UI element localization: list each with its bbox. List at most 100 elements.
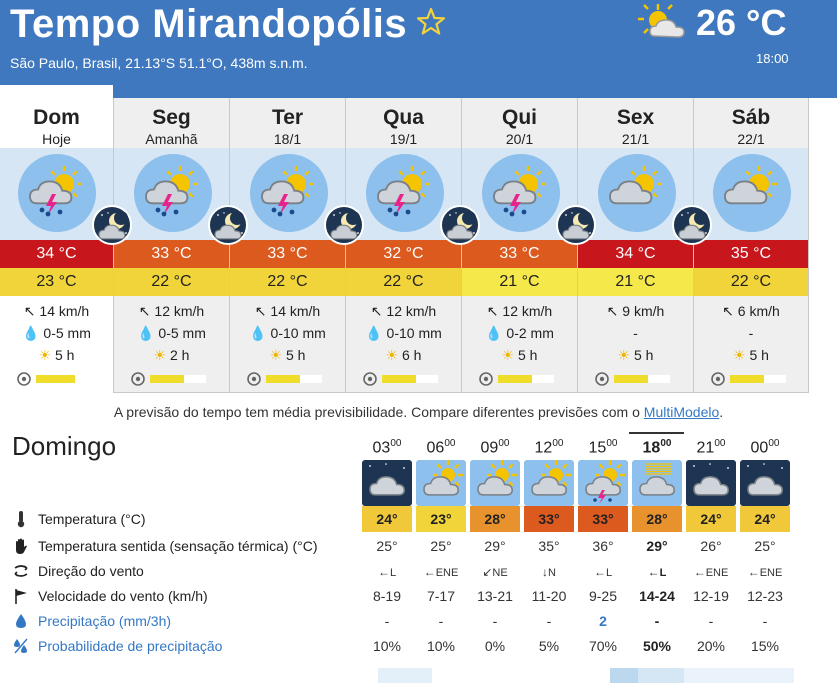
predictability-track [266, 375, 322, 383]
wind-arrow-icon: ↙ [482, 565, 493, 579]
predictability-fill [36, 375, 76, 383]
drop-icon: 💧 [485, 325, 503, 341]
day-rain: - [633, 325, 638, 341]
hour-precipitation: - [546, 613, 552, 629]
day-max-temp: 35 °C [694, 240, 808, 268]
day-sun-hours: ☀ 2 h [153, 347, 190, 363]
hour-precip-probability: 10% [426, 638, 456, 654]
day-name: Sáb [731, 106, 771, 129]
hour-precipitation: - [384, 613, 390, 629]
day-column-3[interactable]: Ter 18/1 33 °C 22 °C ↖ 14 km/h 💧 0-10 mm… [229, 98, 346, 393]
day-max-temp: 34 °C [0, 240, 113, 268]
rain-strip [610, 668, 638, 683]
day-rain: - [748, 325, 754, 341]
wind-arrow-icon: ← [377, 565, 390, 579]
predictability-bar [362, 371, 442, 386]
hour-temperature: 24° [362, 506, 412, 532]
night-moon-icon [556, 205, 596, 245]
hour-feels-like: 35° [538, 538, 560, 554]
day-min-temp: 22 °C [346, 268, 461, 296]
page-title: Tempo Mirandopólis [10, 2, 408, 46]
night-moon-icon [440, 205, 480, 245]
sun-cloud-icon [713, 154, 791, 232]
sun-cloud-icon [470, 460, 520, 506]
night-cloud-icon [740, 460, 790, 506]
day-wind: ↖ 6 km/h [722, 303, 780, 319]
day-sky [578, 148, 693, 240]
hour-wind-speed: 7-17 [426, 588, 456, 604]
day-wind: ↖ 14 km/h [23, 303, 90, 319]
predictability-bar [710, 371, 790, 386]
sun-icon: ☀ [153, 347, 167, 363]
hour-wind-direction: ←L [377, 565, 397, 579]
hour-label: 1200 [534, 438, 564, 457]
predictability-fill [730, 375, 764, 383]
predictability-icon [479, 372, 493, 386]
hand-icon [16, 538, 27, 554]
star-icon[interactable] [416, 7, 446, 37]
row-label-precipitation[interactable]: Precipitação (mm/3h) [38, 613, 172, 629]
wind-arrow-icon: ↖ [486, 303, 499, 319]
day-column-2[interactable]: Seg Amanhã 33 °C 22 °C ↖ 12 km/h 💧 0-5 m… [113, 98, 230, 393]
night-cloud-icon [686, 460, 736, 506]
hour-precip-probability: 5% [538, 638, 560, 654]
day-min-temp: 22 °C [114, 268, 229, 296]
thunderstorm-icon [481, 154, 560, 232]
day-sun-hours: ☀ 5 h [617, 347, 654, 363]
current-time: 18:00 [756, 51, 789, 66]
day-wind: ↖ 14 km/h [254, 303, 321, 319]
day-name: Seg [152, 106, 191, 129]
wind-flag-icon [15, 589, 27, 604]
day-min-temp: 21 °C [578, 268, 693, 296]
hour-precip-probability: 15% [750, 638, 780, 654]
predictability-bar [594, 371, 674, 386]
night-moon-icon [324, 205, 364, 245]
day-column-4[interactable]: Qua 19/1 32 °C 22 °C ↖ 12 km/h 💧 0-10 mm… [345, 98, 462, 393]
predictability-icon [595, 372, 609, 386]
sun-cloud-icon [632, 460, 682, 506]
hour-precip-probability: 20% [696, 638, 726, 654]
day-column-1[interactable]: Dom Hoje 34 °C 23 °C ↖ 14 km/h 💧 0-5 mm … [0, 85, 113, 393]
hour-feels-like: 29° [646, 538, 668, 554]
predictability-fill [614, 375, 648, 383]
hour-precipitation: 2 [599, 613, 607, 629]
day-date: 22/1 [737, 131, 765, 147]
location-subtitle: São Paulo, Brasil, 21.13°S 51.1°O, 438m … [10, 55, 308, 71]
day-wind: ↖ 12 km/h [370, 303, 437, 319]
sun-icon: ☀ [617, 347, 631, 363]
day-rain: 💧 0-10 mm [249, 325, 326, 341]
wind-direction-icon [14, 565, 28, 577]
predictability-note: A previsão do tempo tem média previsibil… [0, 404, 837, 420]
hour-feels-like: 25° [754, 538, 776, 554]
sun-icon: ☀ [501, 347, 515, 363]
row-label-precip-probability[interactable]: Probabilidade de precipitação [38, 638, 223, 654]
day-rain: 💧 0-2 mm [485, 325, 554, 341]
day-column-7[interactable]: Sáb 22/1 35 °C 22 °C ↖ 6 km/h - ☀ 5 h [693, 98, 809, 393]
day-column-6[interactable]: Sex 21/1 34 °C 21 °C ↖ 9 km/h - ☀ 5 h [577, 98, 694, 393]
wind-arrow-icon: ↖ [138, 303, 151, 319]
hour-wind-direction: ←ENE [747, 565, 783, 579]
row-label-wind-direction: Direção do vento [38, 563, 144, 579]
thunderstorm-icon [365, 154, 444, 232]
hour-temperature: 33° [524, 506, 574, 532]
selected-hour-indicator [629, 432, 684, 434]
hour-feels-like: 25° [430, 538, 452, 554]
predictability-bar [246, 371, 326, 386]
day-sun-hours: ☀ 5 h [269, 347, 306, 363]
night-moon-icon [92, 205, 132, 245]
hour-precipitation: - [438, 613, 444, 629]
predictability-track [36, 375, 92, 383]
sun-cloud-icon [597, 154, 676, 232]
predictability-fill [150, 375, 184, 383]
multimodelo-link[interactable]: MultiModelo [643, 404, 720, 420]
day-column-5[interactable]: Qui 20/1 33 °C 21 °C ↖ 12 km/h 💧 0-2 mm … [461, 98, 578, 393]
night-cloud-icon [362, 460, 412, 506]
hour-precip-probability: 70% [588, 638, 618, 654]
wind-arrow-icon: ← [747, 565, 760, 579]
thermometer-icon [17, 511, 25, 528]
wind-arrow-icon: ← [647, 565, 660, 579]
predictability-track [498, 375, 554, 383]
current-temperature: 26 °C [696, 2, 787, 43]
wind-arrow-icon: ↖ [606, 303, 619, 319]
predictability-icon [17, 372, 31, 386]
